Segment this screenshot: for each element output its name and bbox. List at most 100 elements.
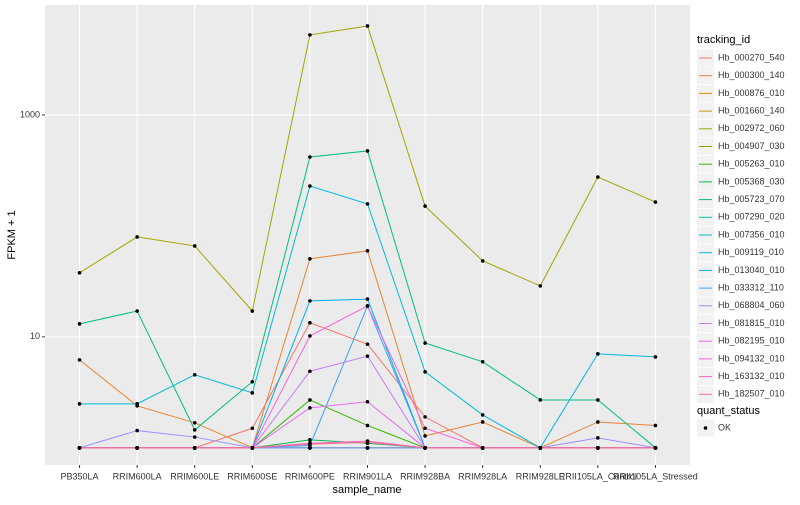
data-point [653,200,658,204]
x-tick-label: RRIM928LE [516,471,565,481]
legend-label: Hb_007290_020 [718,212,785,222]
legend-label: Hb_094132_010 [718,353,785,363]
data-point [365,342,370,346]
data-point [77,270,82,275]
data-point [423,370,427,374]
data-point [423,446,427,450]
legend-label: Hb_005368_030 [718,176,785,186]
data-point [596,352,600,356]
data-point [250,391,255,395]
data-point [365,354,370,358]
data-point [308,184,312,188]
data-point [538,284,543,288]
data-point [77,402,82,406]
data-point [596,420,600,424]
data-point [308,257,312,261]
data-point [250,379,255,384]
x-tick-label: PB350LA [61,471,99,481]
data-point [423,341,427,345]
data-point [423,204,427,208]
y-axis-title: FPKM + 1 [6,210,18,259]
legend-label: Hb_007356_010 [718,229,785,239]
data-point [77,446,82,450]
x-tick-label: RRIM928BA [400,471,450,481]
x-tick-label: RRIM928LA [458,471,507,481]
x-tick-label: RRII105LA_Control [559,471,637,481]
data-point [308,442,312,446]
data-point [365,249,370,253]
data-point [192,421,197,425]
point-legend-title: quant_status [697,405,760,417]
data-point [135,428,139,433]
legend-label: Hb_005263_010 [718,159,785,169]
data-point [192,373,197,377]
point-legend-swatch [703,426,708,430]
data-point [365,304,370,308]
legend-label: Hb_013040_010 [718,265,785,275]
data-point [480,413,485,417]
x-axis-title: sample_name [332,484,401,496]
legend-label: Hb_005723_070 [718,194,785,204]
data-point [365,446,370,450]
data-point [480,446,485,450]
legend-label: Hb_004907_030 [718,141,785,151]
legend-label: Hb_000300_140 [718,70,785,80]
data-point [596,398,600,402]
x-tick-label: RRIM600LA [113,471,162,481]
data-point [308,155,312,159]
legend-label: Hb_009119_010 [718,247,784,257]
legend-label: Hb_000876_010 [718,88,785,98]
data-point [77,322,82,326]
data-point [135,309,139,313]
data-point [423,434,427,438]
data-point [192,244,197,248]
data-point [308,334,312,338]
data-point [365,149,370,153]
data-point [365,297,370,301]
data-point [538,398,543,402]
x-tick-label: RRIM600PE [285,471,335,481]
data-point [250,309,255,313]
point-legend-label: OK [718,422,731,432]
data-point [653,446,658,450]
legend-label: Hb_082195_010 [718,336,785,346]
y-tick-label: 1000 [20,109,40,119]
data-point [77,358,82,362]
data-point [192,428,197,432]
data-point [538,446,543,450]
data-point [596,175,600,179]
data-point [308,438,312,442]
data-point [480,420,485,424]
data-point [308,33,312,37]
legend-label: Hb_182507_010 [718,389,785,399]
data-point [308,446,312,450]
data-point [308,320,312,325]
data-point [480,360,485,364]
data-point [250,446,255,450]
data-point [135,446,139,450]
data-point [596,446,600,450]
data-point [365,202,370,206]
data-point [308,369,312,374]
data-point [423,426,427,431]
data-point [365,440,370,445]
data-point [596,436,600,440]
legend-label: Hb_068804_060 [718,300,785,310]
data-point [423,415,427,419]
data-point [135,235,139,239]
data-point [308,398,312,402]
data-point [308,299,312,303]
x-tick-label: RRIM600SE [227,471,277,481]
data-point [192,435,197,439]
data-point [653,423,658,428]
data-point [653,355,658,359]
x-tick-label: RRII105LA_Stressed [613,471,698,481]
y-tick-label: 10 [30,331,40,341]
x-tick-label: RRIM600LE [170,471,219,481]
data-point [365,423,370,428]
legend-label: Hb_002972_060 [718,123,785,133]
legend-label: Hb_001660_140 [718,105,785,115]
data-point [135,402,139,406]
data-point [192,446,197,450]
